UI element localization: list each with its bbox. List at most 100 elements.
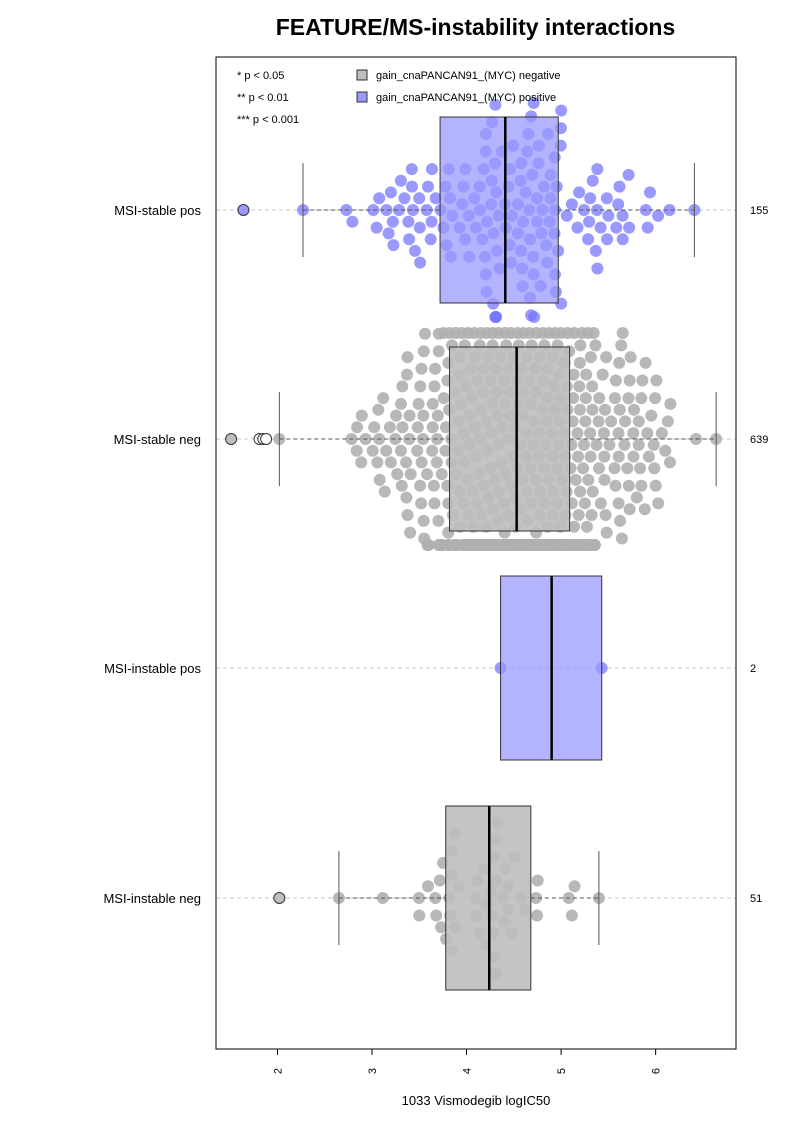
data-point <box>579 392 592 405</box>
x-tick-label: 2 <box>272 1068 284 1074</box>
data-point <box>586 403 599 416</box>
data-point <box>382 227 395 240</box>
data-point <box>409 244 421 257</box>
data-point <box>387 239 400 252</box>
data-point <box>616 209 629 222</box>
data-point <box>435 921 448 934</box>
data-point <box>417 345 430 358</box>
data-point <box>609 479 622 492</box>
data-point <box>593 462 605 475</box>
data-point <box>439 444 452 457</box>
data-point <box>622 392 635 405</box>
x-tick-label: 3 <box>367 1068 379 1074</box>
data-point <box>649 392 662 405</box>
data-point <box>373 473 386 486</box>
data-point <box>421 468 434 481</box>
data-point <box>401 509 414 521</box>
data-point <box>612 450 625 463</box>
group-labels: MSI-stable pos 155 MSI-stable neg 639 MSI-in… <box>103 203 768 906</box>
data-point <box>574 339 587 352</box>
data-point <box>396 421 409 434</box>
data-point <box>489 311 502 323</box>
data-point <box>565 909 578 922</box>
data-point <box>565 198 578 211</box>
data-point <box>426 444 439 457</box>
data-point <box>642 450 655 463</box>
data-point <box>531 909 544 922</box>
data-point <box>573 356 586 369</box>
data-point <box>398 192 411 205</box>
data-point <box>404 468 417 481</box>
group-count: 155 <box>750 205 768 217</box>
data-point <box>571 427 584 440</box>
data-point <box>370 221 383 234</box>
data-point <box>614 514 627 527</box>
data-point <box>411 444 424 457</box>
x-tick-label: 4 <box>462 1068 474 1074</box>
data-point <box>627 427 640 440</box>
data-point <box>616 233 629 246</box>
data-point <box>596 368 609 381</box>
outlier-point <box>273 892 286 904</box>
data-point <box>571 221 584 234</box>
legend: * p < 0.05 ** p < 0.01 *** p < 0.001 gain_c… <box>237 69 560 126</box>
group-count: 2 <box>750 663 756 675</box>
data-point <box>437 392 450 405</box>
data-point <box>530 892 542 904</box>
data-point <box>573 380 586 393</box>
data-point <box>384 186 397 199</box>
data-point <box>647 438 660 451</box>
data-point <box>635 479 648 492</box>
data-point <box>659 444 672 457</box>
data-point <box>645 409 658 422</box>
data-point <box>355 409 368 422</box>
data-point <box>393 204 405 216</box>
data-point <box>432 514 445 527</box>
iqr-box <box>439 116 559 304</box>
data-point <box>613 403 626 416</box>
data-point <box>603 438 616 451</box>
data-point <box>572 450 584 463</box>
data-point <box>426 397 439 410</box>
data-point <box>415 497 428 510</box>
data-point <box>618 438 631 451</box>
data-point <box>390 409 403 422</box>
data-point <box>414 256 427 269</box>
data-point <box>435 468 448 481</box>
data-point <box>663 204 676 216</box>
data-point <box>411 421 424 434</box>
data-point <box>400 491 413 504</box>
data-point <box>623 221 636 234</box>
data-point <box>403 233 416 246</box>
outlier-point <box>237 204 250 216</box>
data-point <box>648 462 661 475</box>
data-point <box>594 221 607 234</box>
data-point <box>578 204 590 216</box>
data-point <box>623 374 636 387</box>
data-point <box>366 444 379 457</box>
data-point <box>368 421 381 434</box>
data-point <box>608 462 621 475</box>
data-point <box>572 509 585 521</box>
data-point <box>628 403 640 416</box>
data-point <box>427 479 440 492</box>
data-point <box>623 503 636 516</box>
data-point <box>578 497 591 510</box>
data-point <box>632 438 645 451</box>
data-point <box>426 163 438 176</box>
data-point <box>588 539 601 551</box>
data-point <box>615 339 628 352</box>
data-point <box>351 421 364 434</box>
data-point <box>419 327 431 340</box>
data-point <box>373 192 386 205</box>
data-point <box>590 438 603 451</box>
group-label: MSI-stable pos <box>114 203 201 218</box>
plot-frame <box>215 56 737 1050</box>
data-point <box>402 215 415 228</box>
data-point <box>574 485 587 498</box>
data-point <box>417 514 430 527</box>
data-point <box>428 380 441 393</box>
data-point <box>424 233 437 246</box>
data-point <box>394 174 407 187</box>
